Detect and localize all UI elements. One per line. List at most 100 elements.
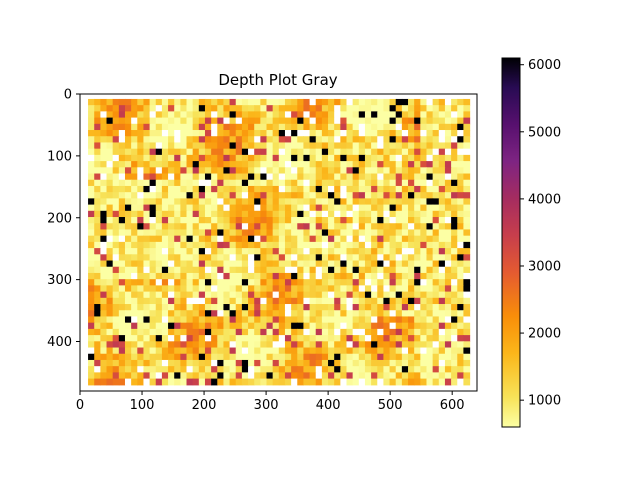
depth-cell bbox=[168, 204, 175, 212]
depth-cell bbox=[340, 316, 348, 324]
depth-cell bbox=[248, 117, 255, 125]
depth-cell bbox=[248, 217, 255, 224]
depth-cell bbox=[451, 154, 458, 162]
depth-cell bbox=[272, 223, 280, 231]
depth-cell bbox=[358, 254, 366, 262]
depth-cell bbox=[358, 372, 366, 380]
depth-cell bbox=[204, 111, 212, 119]
depth-cell bbox=[451, 98, 458, 106]
depth-cell bbox=[438, 285, 446, 293]
depth-cell bbox=[124, 123, 132, 131]
depth-cell bbox=[414, 173, 421, 181]
depth-cell bbox=[364, 285, 372, 293]
depth-cell bbox=[254, 272, 261, 280]
depth-cell bbox=[155, 310, 163, 318]
depth-cell bbox=[463, 322, 471, 330]
depth-cell bbox=[463, 341, 471, 349]
depth-cell bbox=[377, 123, 385, 131]
depth-cell bbox=[297, 204, 305, 212]
depth-cell bbox=[217, 229, 225, 237]
depth-cell bbox=[272, 341, 280, 349]
depth-cell bbox=[100, 117, 108, 125]
depth-cell bbox=[389, 185, 397, 193]
depth-cell bbox=[291, 260, 298, 268]
depth-cell bbox=[124, 204, 132, 212]
depth-cell bbox=[321, 341, 329, 349]
depth-cell bbox=[297, 366, 305, 373]
depth-cell bbox=[241, 316, 249, 324]
depth-cell bbox=[284, 304, 292, 311]
depth-cell bbox=[204, 192, 212, 199]
depth-cell bbox=[106, 322, 114, 330]
depth-cell bbox=[371, 130, 378, 137]
depth-cell bbox=[186, 297, 194, 305]
depth-cell bbox=[131, 136, 138, 144]
depth-cell bbox=[334, 304, 341, 311]
depth-cell bbox=[444, 353, 452, 361]
depth-cell bbox=[106, 279, 114, 286]
depth-cell bbox=[389, 229, 397, 237]
depth-cell bbox=[309, 328, 317, 336]
depth-cell bbox=[432, 204, 440, 212]
depth-cell bbox=[161, 285, 169, 293]
depth-cell bbox=[241, 179, 249, 187]
depth-cell bbox=[432, 210, 440, 218]
depth-cell bbox=[377, 210, 385, 218]
depth-cell bbox=[291, 322, 298, 330]
depth-cell bbox=[137, 328, 145, 336]
depth-cell bbox=[309, 378, 317, 386]
depth-cell bbox=[328, 266, 335, 274]
depth-cell bbox=[377, 347, 385, 355]
depth-cell bbox=[217, 310, 225, 318]
depth-cell bbox=[137, 229, 145, 237]
depth-cell bbox=[432, 167, 440, 175]
depth-cell bbox=[211, 328, 218, 336]
depth-cell bbox=[180, 198, 188, 206]
depth-cell bbox=[364, 210, 372, 218]
depth-cell bbox=[161, 335, 169, 342]
depth-cell bbox=[168, 328, 175, 336]
depth-cell bbox=[229, 291, 237, 299]
depth-cell bbox=[457, 198, 464, 206]
depth-cell bbox=[106, 235, 114, 243]
depth-cell bbox=[432, 136, 440, 144]
depth-cell bbox=[180, 304, 188, 311]
depth-cell bbox=[260, 111, 268, 119]
depth-cell bbox=[161, 310, 169, 318]
depth-cell bbox=[334, 111, 341, 119]
depth-cell bbox=[192, 98, 200, 106]
depth-cell bbox=[174, 229, 181, 237]
depth-cell bbox=[88, 372, 95, 380]
depth-cell bbox=[106, 372, 114, 380]
depth-cell bbox=[161, 148, 169, 156]
depth-cell bbox=[364, 123, 372, 131]
depth-cell bbox=[137, 136, 145, 144]
depth-cell bbox=[463, 117, 471, 125]
depth-cell bbox=[297, 335, 305, 342]
depth-cell bbox=[328, 142, 335, 150]
depth-cell bbox=[229, 359, 237, 367]
depth-cell bbox=[340, 173, 348, 181]
depth-cell bbox=[340, 378, 348, 386]
depth-cell bbox=[451, 192, 458, 199]
depth-cell bbox=[432, 291, 440, 299]
depth-cell bbox=[180, 185, 188, 193]
depth-cell bbox=[408, 378, 415, 386]
depth-cell bbox=[223, 316, 231, 324]
depth-cell bbox=[260, 204, 268, 212]
depth-cell bbox=[463, 347, 471, 355]
depth-cell bbox=[358, 105, 366, 112]
depth-cell bbox=[217, 117, 225, 125]
depth-cell bbox=[346, 154, 354, 162]
depth-cell bbox=[235, 322, 243, 330]
depth-cell bbox=[100, 130, 108, 137]
depth-cell bbox=[143, 254, 151, 262]
depth-cell bbox=[168, 291, 175, 299]
depth-cell bbox=[451, 161, 458, 168]
depth-cell bbox=[106, 285, 114, 293]
depth-cell bbox=[364, 316, 372, 324]
depth-cell bbox=[328, 235, 335, 243]
depth-cell bbox=[438, 272, 446, 280]
depth-cell bbox=[451, 204, 458, 212]
depth-cell bbox=[149, 285, 157, 293]
